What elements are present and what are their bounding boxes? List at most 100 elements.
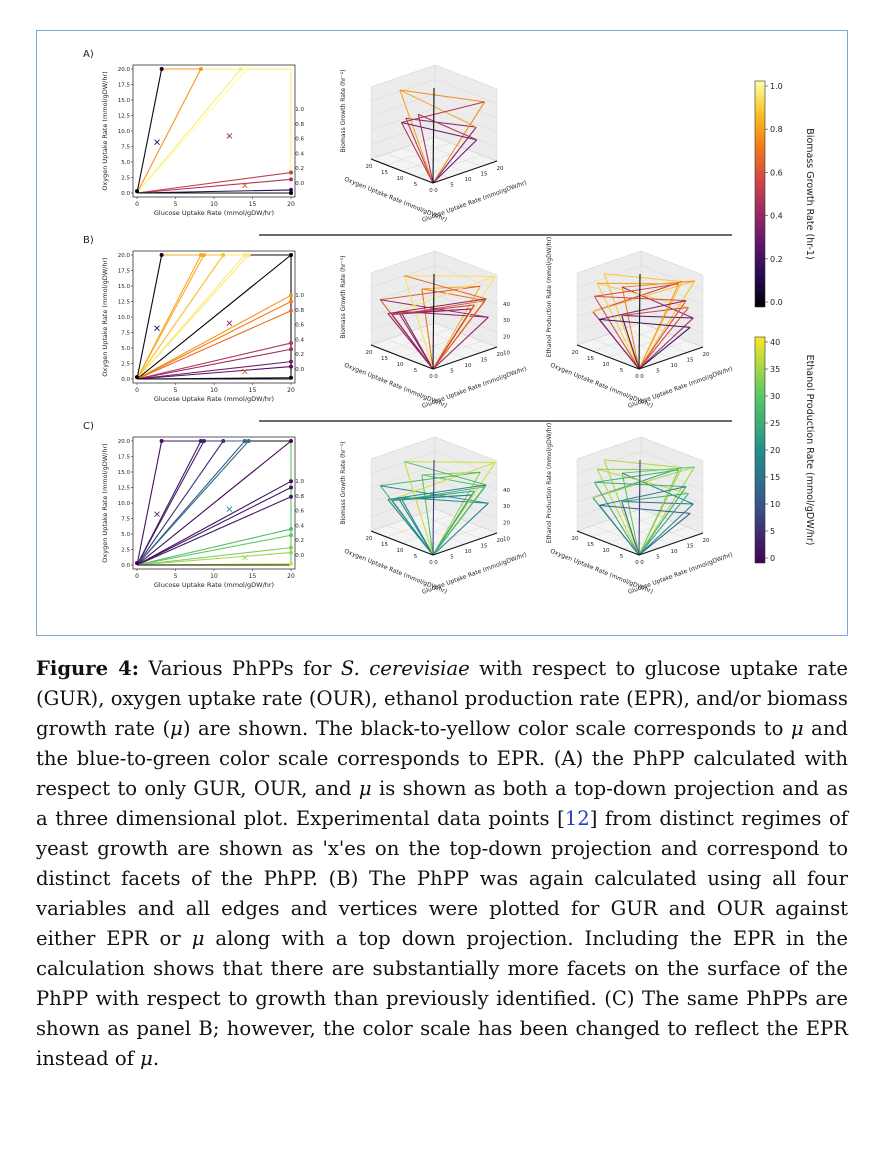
x-tick-label: 20 — [287, 573, 295, 580]
y-tick-label: 20.0 — [118, 67, 131, 73]
grid-line-3d — [624, 328, 688, 353]
grid-line-3d — [576, 436, 704, 462]
grid-line-3d — [370, 136, 498, 162]
vertex-point — [289, 170, 293, 175]
our-tick-label: 10 — [603, 362, 610, 368]
grid-line-3d — [576, 250, 704, 276]
polytope-edge — [399, 89, 485, 103]
polytope-edge — [404, 461, 487, 486]
gur-axis-label: Glucose Uptake Rate (mmol/gDW/hr) — [627, 365, 734, 410]
x-tick-label: 20 — [287, 201, 295, 208]
polytope-edge — [401, 101, 485, 123]
experimental-marker — [226, 133, 233, 139]
polytope-edge — [599, 318, 691, 328]
citation-link[interactable]: 12 — [564, 807, 590, 830]
y-tick-label: 0.0 — [121, 563, 130, 569]
colorbar-biomass — [754, 80, 766, 308]
grid-line-3d — [608, 519, 672, 545]
polytope-edge — [418, 113, 477, 141]
vertex-point — [289, 494, 293, 499]
polytope-edge — [638, 300, 687, 370]
vertex-point — [289, 485, 293, 490]
grid-line-3d — [624, 514, 688, 539]
vertex-point — [289, 545, 293, 550]
polytope-edge — [638, 283, 680, 370]
x-tick-label: 15 — [249, 573, 257, 580]
grid-line-3d — [370, 479, 498, 505]
facet-edge — [136, 534, 292, 566]
vertex-point — [159, 439, 164, 443]
gur-tick-label: 0 — [434, 188, 438, 194]
z-axis-label: Biomass Growth Rate (hr⁻¹) — [340, 70, 347, 153]
grid-line-3d — [402, 333, 466, 359]
facet-edge — [136, 480, 292, 566]
gur-axis-label: Glucose Uptake Rate (mmol/gDW/hr) — [627, 551, 734, 596]
y-tick-label: 5.0 — [121, 532, 130, 538]
figure-label: Figure 4: — [36, 657, 139, 680]
facet-edge — [136, 68, 202, 194]
y-tick-label: 7.5 — [121, 517, 130, 523]
polytope-edge — [599, 486, 687, 506]
grid-line-3d — [370, 122, 498, 147]
facet-edge — [136, 552, 292, 566]
z-tick-label: 0.4 — [295, 523, 304, 529]
grid-line-3d — [576, 479, 704, 505]
polytope-edge — [380, 471, 481, 487]
polytope-edge — [594, 469, 679, 483]
vertex-point — [289, 359, 293, 364]
facet-edge — [136, 254, 163, 380]
z-tick-label: 0.8 — [295, 494, 304, 500]
facet-edge — [136, 440, 292, 566]
polytope-edge — [599, 504, 691, 514]
z-tick-label: 10 — [503, 351, 510, 357]
experimental-marker — [241, 368, 248, 375]
vertex-point — [159, 253, 164, 257]
our-tick-label: 5 — [620, 368, 624, 374]
polytope-edge — [432, 316, 489, 370]
colorbar-tick-label: 0.8 — [770, 125, 783, 134]
polytope-edge — [404, 275, 487, 300]
facet-edge — [136, 68, 242, 194]
x-tick-label: 0 — [135, 573, 139, 580]
z-tick-label: 10 — [503, 537, 510, 543]
grid-line-3d — [418, 142, 482, 167]
colorbar-tick-label: 10 — [770, 500, 780, 509]
polytope-edge — [432, 101, 486, 184]
x-tick-label: 15 — [249, 201, 257, 208]
gur-tick-label: 10 — [671, 549, 678, 555]
facet-edge — [136, 440, 250, 566]
gur-tick-label: 10 — [465, 177, 472, 183]
polytope-edge — [621, 472, 694, 505]
polytope-edge — [421, 471, 481, 476]
polytope-edge — [621, 306, 689, 316]
polytope-edge — [370, 530, 434, 556]
caption-text: ) are shown. The black-to-yellow color s… — [182, 717, 791, 740]
polytope-edge — [370, 344, 434, 370]
facet-edge — [136, 361, 292, 380]
vertex-point — [198, 67, 203, 71]
polytope-edge — [404, 461, 496, 463]
caption-text: and the blue-to-green color scale corres… — [36, 717, 848, 800]
z-tick-label: 0.6 — [295, 323, 304, 329]
polytope-edge — [405, 117, 477, 128]
mu-symbol: μ — [140, 1047, 153, 1070]
z-tick-label: 0.6 — [295, 509, 304, 515]
gur-tick-label: 0 — [640, 560, 644, 566]
grid-line-3d — [576, 265, 704, 290]
our-tick-label: 5 — [414, 368, 418, 374]
grid-line-3d — [576, 279, 704, 304]
y-tick-label: 2.5 — [121, 548, 130, 554]
panel-label: A) — [83, 49, 94, 60]
gur-tick-label: 5 — [656, 555, 660, 561]
polytope-edge — [621, 286, 694, 319]
facet-edge — [136, 547, 292, 566]
y-tick-label: 12.5 — [118, 300, 131, 306]
our-tick-label: 10 — [603, 548, 610, 554]
polytope-edge — [397, 310, 434, 370]
facet-edge — [136, 366, 292, 380]
colorbar-tick-label: 40 — [770, 338, 780, 347]
panel-label: B) — [83, 235, 94, 246]
polytope-edge — [397, 461, 496, 498]
grid-line-3d — [418, 514, 482, 539]
gur-tick-label: 0 — [434, 560, 438, 566]
